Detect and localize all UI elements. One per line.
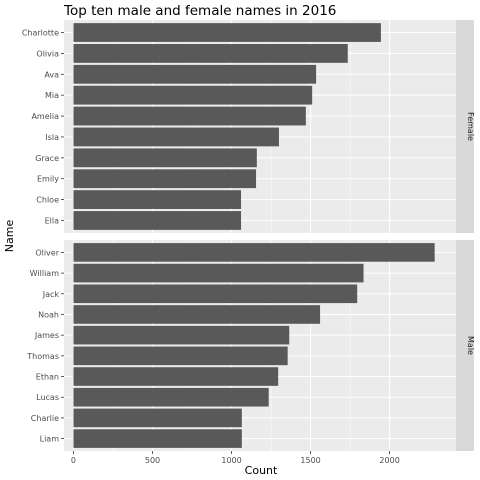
bar-grace (73, 148, 257, 168)
y-tick-label: William (30, 269, 60, 278)
x-tick-label: 500 (145, 456, 160, 465)
bar-chloe (73, 190, 242, 209)
y-tick-label: Ethan (36, 373, 59, 382)
y-tick-label: Charlie (31, 414, 59, 423)
y-tick-label: Amelia (31, 112, 59, 121)
x-tick-label: 1000 (221, 456, 241, 465)
bar-amelia (73, 106, 306, 126)
y-tick-label: Thomas (26, 352, 59, 361)
chart-title: Top ten male and female names in 2016 (63, 3, 336, 19)
x-axis-title: Count (245, 464, 278, 477)
bar-oliver (73, 243, 435, 262)
bar-ethan (73, 367, 279, 386)
bar-noah (73, 305, 321, 324)
y-tick-label: Olivia (36, 49, 59, 58)
y-tick-label: Ava (44, 70, 59, 79)
y-tick-label: Oliver (35, 248, 59, 257)
y-tick-label: Isla (45, 133, 59, 142)
bar-isla (73, 127, 279, 147)
y-tick-label: Chloe (36, 196, 59, 205)
bar-charlie (73, 408, 242, 428)
bar-james (73, 325, 290, 345)
x-axis: 0 500 1000 1500 2000 (71, 451, 400, 465)
facet-strip (456, 240, 474, 451)
y-tick-label: Ella (45, 216, 60, 225)
facet-strip-label: Female (466, 112, 475, 141)
bar-ava (73, 64, 317, 84)
y-tick-label: Grace (35, 154, 59, 163)
bar-liam (73, 429, 242, 448)
y-axis-title: Name (3, 220, 16, 253)
y-tick-label: Mia (45, 91, 59, 100)
facet-panel-male: Oliver William Jack Noah James Thomas Ethan Luc… (26, 240, 475, 451)
bar-william (73, 263, 364, 283)
y-tick-label: Emily (37, 175, 59, 184)
facet-panel-female: Charlotte Olivia Ava Mia Amelia Isla Grace Emil… (22, 20, 475, 233)
y-tick-label: Charlotte (22, 29, 59, 38)
facet-panels: Charlotte Olivia Ava Mia Amelia Isla Grace Emil… (22, 20, 475, 451)
y-tick-label: Liam (40, 435, 60, 444)
bar-charlotte (73, 23, 381, 42)
bar-ella (73, 211, 242, 230)
x-tick-label: 1500 (300, 456, 320, 465)
bar-thomas (73, 346, 288, 366)
bar-lucas (73, 387, 269, 407)
bar-jack (73, 284, 358, 304)
y-tick-label: Noah (38, 310, 59, 319)
facet-strip (456, 20, 474, 233)
y-tick-label: Jack (42, 290, 60, 299)
y-tick-label: Lucas (36, 393, 59, 402)
x-tick-label: 0 (71, 456, 76, 465)
bar-mia (73, 85, 313, 105)
y-tick-label: James (34, 331, 59, 340)
facet-strip-label: Male (466, 336, 475, 355)
x-tick-label: 2000 (379, 456, 399, 465)
bar-olivia (73, 44, 348, 63)
bar-emily (73, 169, 257, 189)
